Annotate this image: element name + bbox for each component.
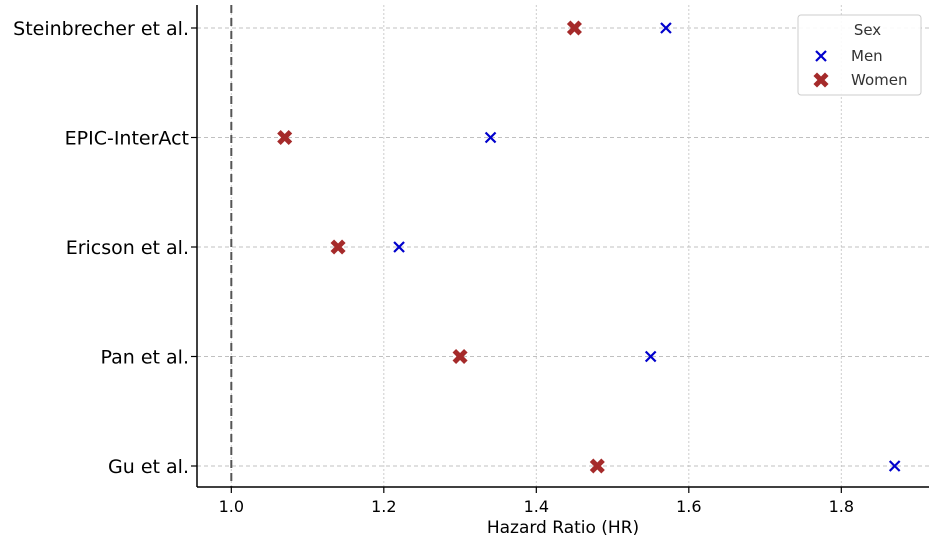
point-men-0: [660, 22, 672, 34]
y-tick-label: Gu et al.: [108, 456, 189, 478]
y-tick-label: Ericson et al.: [66, 237, 189, 259]
legend-label-women: Women: [851, 71, 907, 89]
x-axis-label: Hazard Ratio (HR): [487, 518, 639, 538]
point-men-3: [644, 350, 657, 363]
marker-stroke: [813, 72, 829, 88]
point-men-2: [393, 241, 405, 253]
marker-stroke: [566, 20, 582, 36]
marker-stroke: [644, 350, 657, 363]
point-women-2: [330, 239, 346, 255]
grid: [197, 5, 929, 487]
legend-marker-women: [813, 72, 829, 88]
y-tick-label: Pan et al.: [101, 347, 189, 369]
x-tick-label: 1.6: [676, 497, 701, 516]
x-tick-label: 1.2: [371, 497, 396, 516]
point-men-4: [888, 460, 901, 472]
data-points: [277, 20, 901, 474]
marker-stroke: [484, 131, 497, 144]
x-tick-labels: 1.0 1.2 1.4 1.6 1.8: [219, 497, 854, 516]
y-tick-labels: Steinbrecher et al. EPIC-InterAct Ericson …: [13, 18, 189, 478]
marker-stroke: [589, 458, 605, 474]
legend: Sex Men Women: [797, 14, 922, 96]
marker-stroke: [660, 22, 672, 34]
marker-stroke: [815, 50, 827, 62]
marker-stroke: [393, 241, 405, 253]
point-women-1: [277, 129, 293, 146]
point-women-3: [452, 348, 468, 365]
point-women-0: [566, 20, 582, 36]
marker-stroke: [330, 239, 346, 255]
marker-stroke: [888, 460, 901, 472]
legend-marker-men: [815, 50, 827, 62]
axes: [191, 5, 929, 493]
y-tick-label: EPIC-InterAct: [65, 128, 189, 150]
legend-box: [797, 14, 922, 96]
x-tick-label: 1.0: [219, 497, 244, 516]
legend-title: Sex: [854, 21, 881, 39]
point-men-1: [484, 131, 497, 144]
y-tick-label: Steinbrecher et al.: [13, 18, 189, 40]
x-tick-label: 1.8: [829, 497, 854, 516]
x-tick-label: 1.4: [524, 497, 549, 516]
legend-label-men: Men: [851, 47, 883, 65]
point-women-4: [589, 458, 605, 474]
marker-stroke: [452, 348, 468, 365]
marker-stroke: [277, 129, 293, 146]
